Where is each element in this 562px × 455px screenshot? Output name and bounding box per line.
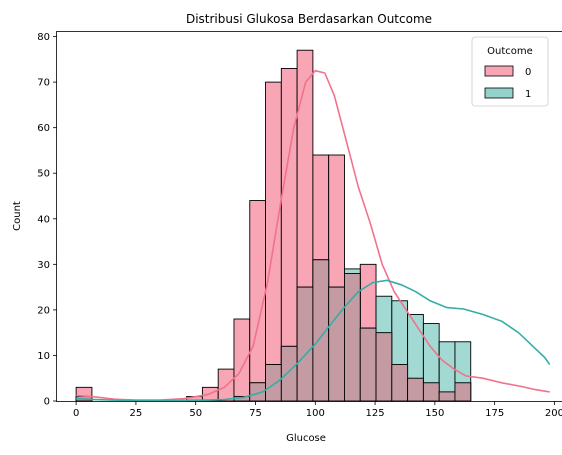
x-tick-label: 0 (73, 408, 79, 419)
y-tick-label: 70 (37, 78, 50, 89)
y-axis: 0 10 20 30 40 50 60 70 80 (37, 32, 57, 407)
x-axis: 0 25 50 75 100 125 150 175 200 (73, 401, 562, 419)
bar-overlap (360, 328, 376, 401)
bar-series-0 (234, 319, 250, 401)
bar-overlap (439, 392, 455, 401)
legend: Outcome 0 1 (472, 37, 548, 106)
y-tick-label: 20 (37, 305, 50, 316)
bar-overlap (266, 365, 282, 401)
y-tick-label: 10 (37, 351, 50, 362)
bar-overlap (408, 378, 424, 401)
bar-overlap (297, 287, 313, 401)
y-tick-label: 30 (37, 260, 50, 271)
y-tick-label: 80 (37, 32, 50, 43)
x-tick-label: 100 (306, 408, 325, 419)
x-tick-label: 150 (425, 408, 444, 419)
legend-swatch-1 (485, 88, 513, 98)
bar-overlap (281, 346, 297, 401)
y-tick-label: 0 (44, 397, 50, 408)
y-axis-label: Count (12, 201, 23, 231)
x-tick-label: 125 (366, 408, 385, 419)
legend-label-1: 1 (525, 89, 531, 100)
bar-overlap (455, 383, 471, 401)
y-tick-label: 60 (37, 123, 50, 134)
bar-series-0 (266, 82, 282, 401)
bar-overlap (423, 383, 439, 401)
y-tick-label: 50 (37, 169, 50, 180)
legend-label-0: 0 (525, 67, 531, 78)
chart-title: Distribusi Glukosa Berdasarkan Outcome (186, 12, 432, 26)
x-tick-label: 50 (189, 408, 202, 419)
legend-title: Outcome (487, 46, 533, 57)
x-tick-label: 75 (249, 408, 262, 419)
x-tick-label: 25 (130, 408, 143, 419)
bar-overlap (329, 287, 345, 401)
bar-overlap (392, 365, 408, 401)
x-tick-label: 175 (485, 408, 504, 419)
legend-swatch-0 (485, 66, 513, 76)
bar-overlap (376, 333, 392, 401)
y-tick-label: 40 (37, 214, 50, 225)
x-axis-label: Glucose (286, 433, 326, 444)
x-tick-label: 200 (545, 408, 562, 419)
